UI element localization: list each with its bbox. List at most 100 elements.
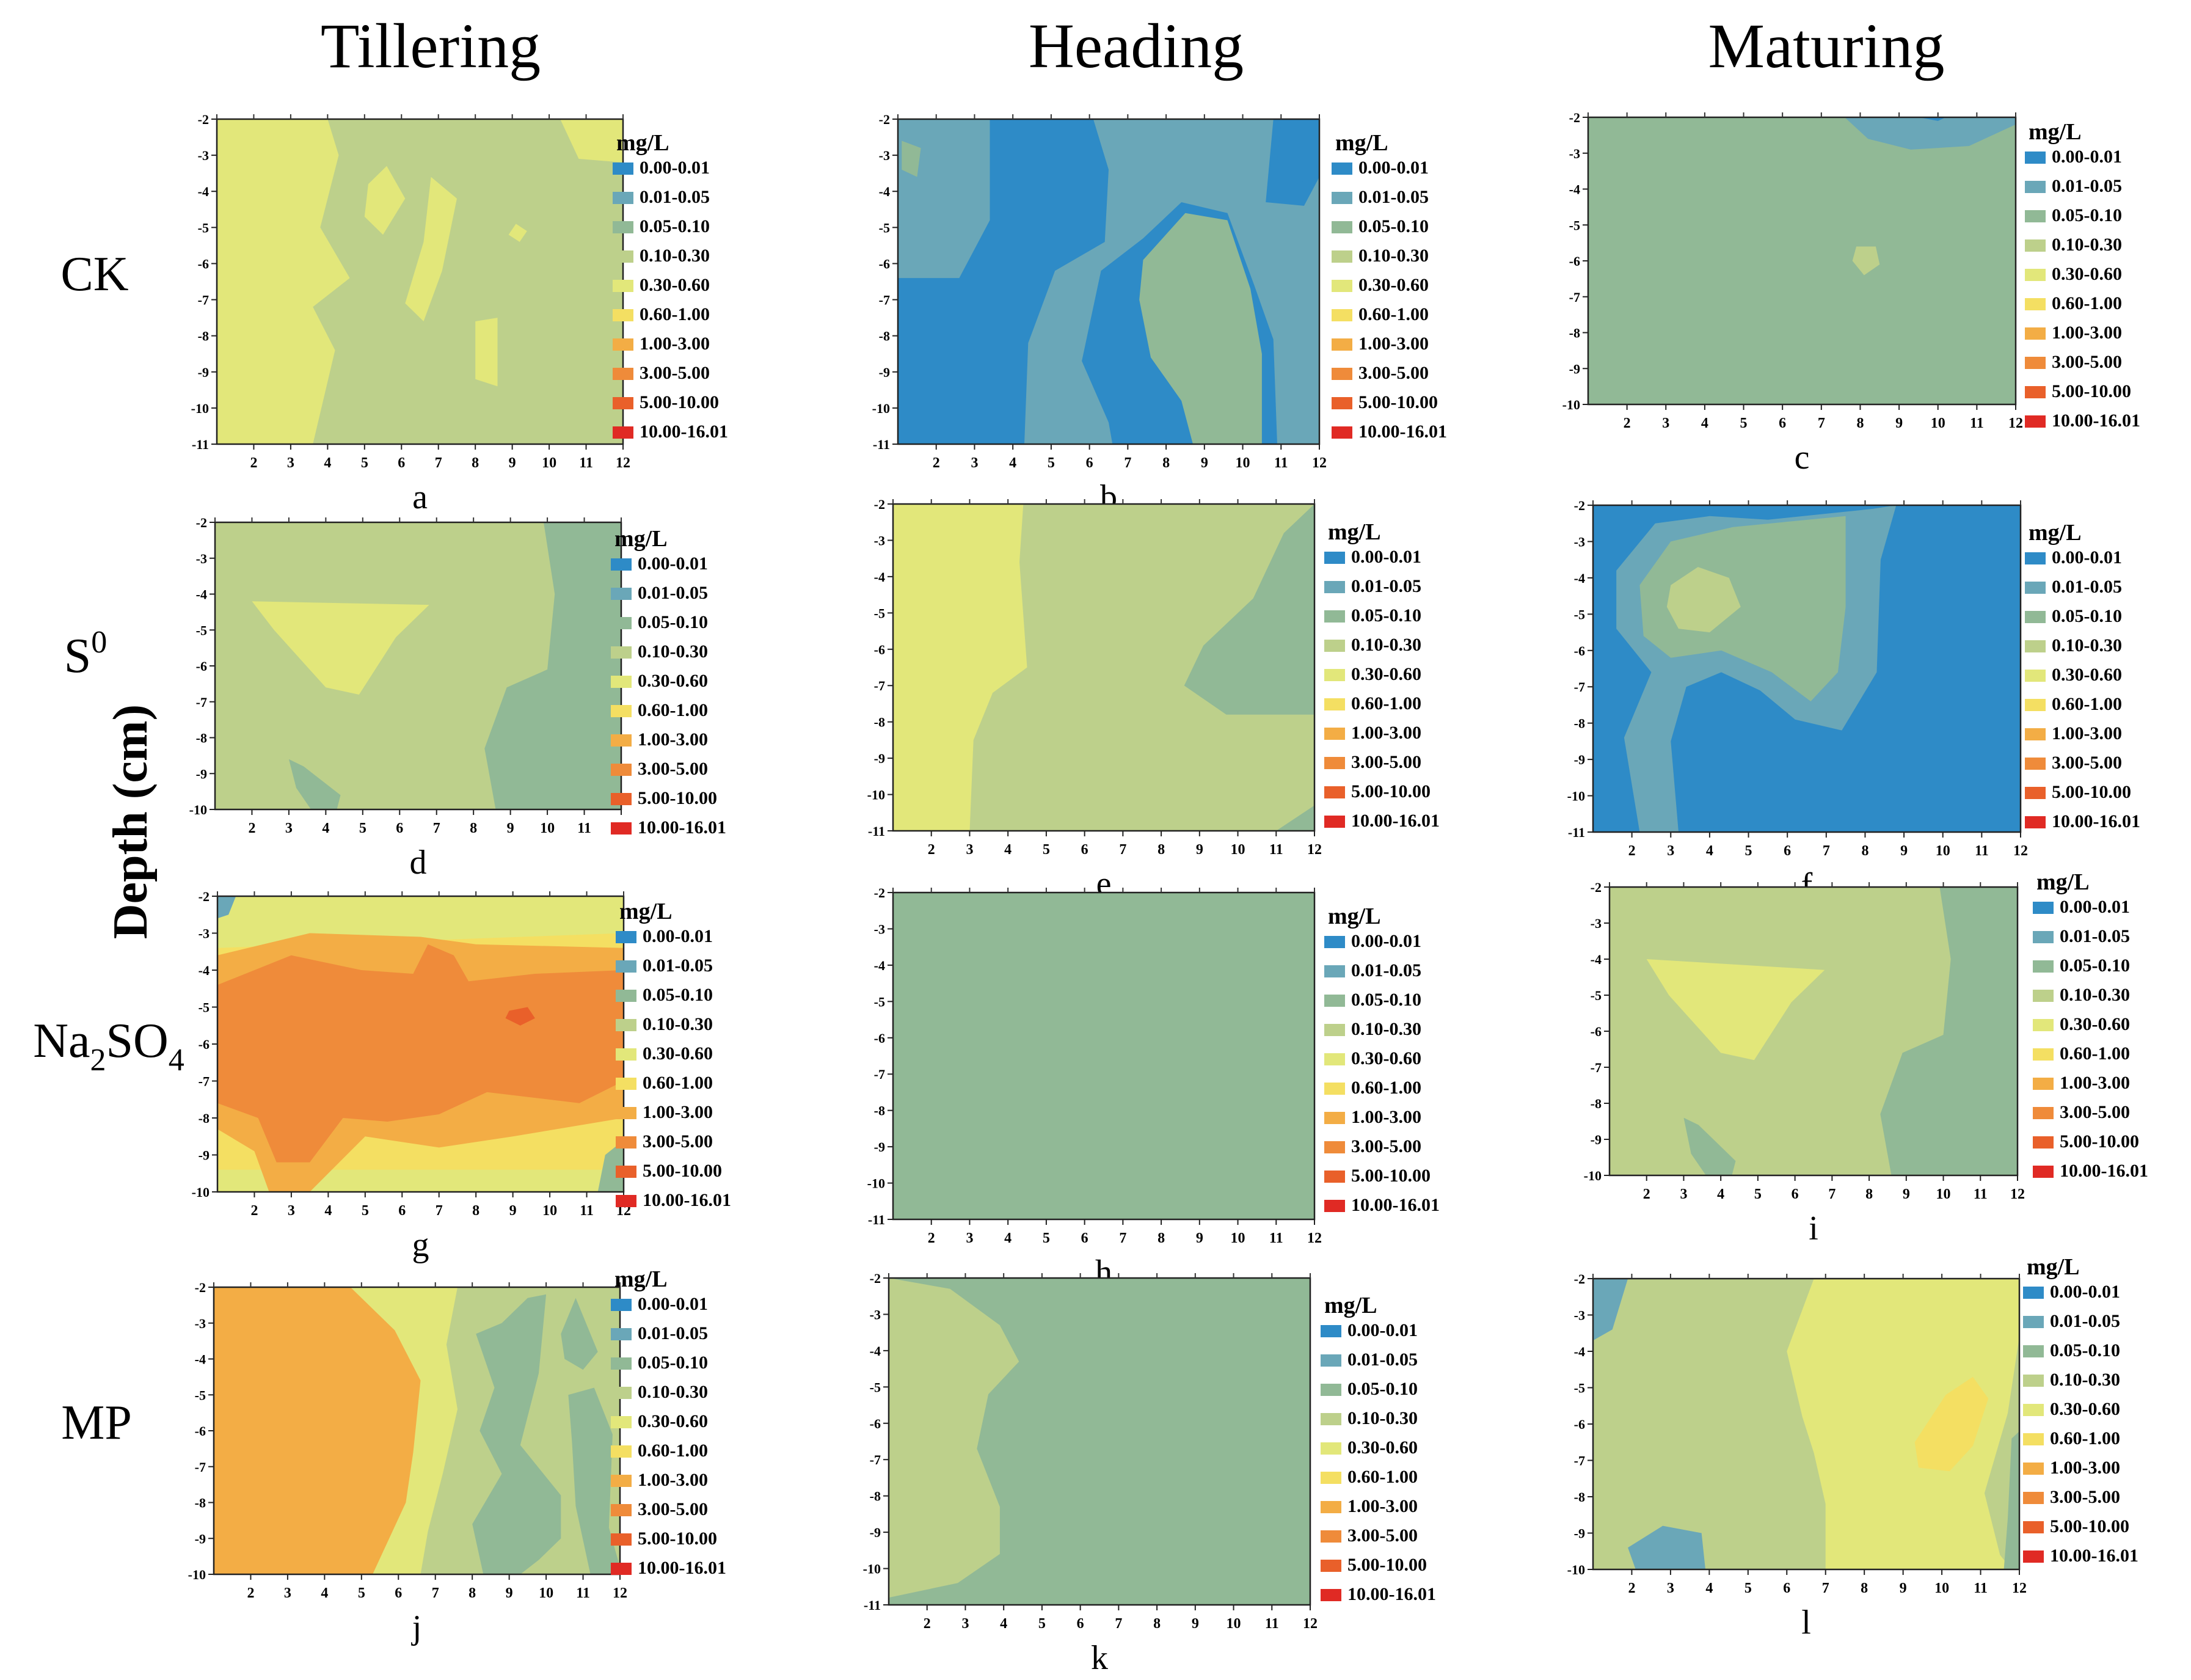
y-tick-label: -4 (870, 1343, 881, 1359)
legend-swatch (1332, 250, 1352, 263)
y-tick-label: -7 (870, 1452, 881, 1467)
contour-region-i-2 (1683, 1117, 1736, 1175)
x-tick-label: 9 (509, 455, 516, 471)
x-tick-label: 5 (1043, 1230, 1050, 1246)
legend-label: 10.00-16.01 (638, 1558, 726, 1578)
y-tick-label: -10 (1567, 789, 1585, 804)
legend-label: 0.10-0.30 (2052, 235, 2122, 255)
contour-region-b-4 (1277, 119, 1319, 184)
legend-title: mg/L (1328, 519, 1381, 545)
legend-title: mg/L (2027, 1254, 2080, 1280)
contour-region-d-0 (484, 522, 621, 809)
x-tick-label: 4 (324, 1203, 332, 1219)
legend-label: 0.00-0.01 (1351, 931, 1421, 951)
contour-region-a-5 (560, 119, 623, 163)
legend-label: 0.60-1.00 (1351, 1078, 1421, 1098)
legend-swatch (2025, 670, 2046, 682)
y-tick-label: -3 (874, 533, 885, 548)
legend-l: mg/L0.00-0.01 0.01-0.05 0.05-0.10 0.10-0.30… (2023, 1254, 2138, 1566)
treatment-label-na2so4-na: Na (33, 1014, 90, 1068)
contour-region-b-2 (1024, 119, 1319, 444)
contour-region-a-2 (405, 177, 457, 321)
legend-swatch (1324, 1141, 1345, 1153)
legend-title: mg/L (614, 526, 668, 552)
y-tick-label: -7 (874, 678, 885, 693)
x-tick-label: 7 (436, 1203, 443, 1219)
contour-region-b-3 (1139, 213, 1262, 444)
y-tick-label: -7 (199, 1074, 210, 1089)
contour-region-j-3 (561, 1298, 598, 1370)
legend-swatch (1332, 280, 1352, 292)
x-tick-label: 2 (250, 455, 257, 471)
contour-region-a-1 (364, 166, 406, 235)
legend-swatch (616, 1048, 636, 1061)
y-tick-label: -3 (1574, 1308, 1585, 1323)
x-tick-label: 5 (359, 820, 366, 836)
legend-label: 1.00-3.00 (1358, 334, 1429, 354)
legend-label: 0.00-0.01 (2052, 547, 2122, 568)
contour-regions-i (1646, 887, 2018, 1175)
legend-swatch (1324, 1112, 1345, 1124)
legend-label: 0.01-0.05 (638, 1323, 708, 1343)
x-tick-label: 8 (1861, 1580, 1868, 1596)
contour-regions-c (1845, 117, 2016, 276)
y-tick-label: -5 (1569, 217, 1580, 233)
legend-swatch (611, 1299, 632, 1311)
legend-swatch (613, 338, 633, 351)
x-tick-label: 7 (433, 820, 440, 836)
legend-swatch (1321, 1472, 1341, 1484)
contour-region-a-4 (508, 224, 527, 242)
legend-swatch (616, 960, 636, 973)
x-tick-label: 9 (1903, 1186, 1910, 1202)
legend-swatch (1321, 1501, 1341, 1513)
legend-label: 0.10-0.30 (2050, 1370, 2120, 1390)
legend-swatch (2033, 1048, 2054, 1061)
contour-region-l-0 (1593, 1279, 1628, 1341)
contour-region-i-1 (1646, 959, 1825, 1061)
legend-label: 0.01-0.05 (2060, 926, 2130, 946)
x-tick-label: 12 (2012, 1580, 2027, 1596)
y-tick-label: -2 (1574, 498, 1585, 513)
x-tick-label: 2 (1624, 415, 1631, 431)
panel-label-k: k (1091, 1639, 1108, 1677)
legend-swatch (613, 397, 633, 409)
legend-title: mg/L (616, 130, 669, 156)
legend-label: 5.00-10.00 (1347, 1555, 1427, 1575)
contour-region-a-3 (475, 318, 498, 387)
legend-label: 3.00-5.00 (638, 1499, 708, 1519)
contour-regions-k (889, 1278, 1019, 1598)
contour-regions-b (898, 119, 1319, 444)
legend-label: 0.10-0.30 (1347, 1408, 1418, 1428)
panel-h: 2 3 4 5 6 7 8 9 10 11 12-2-3-4-5-6-7-8-9-10-11hmg/… (867, 885, 1440, 1291)
panel-l: 2 3 4 5 6 7 8 9 10 11 12-2-3-4-5-6-7-8-9-10lmg/L0.… (1567, 1254, 2138, 1642)
y-tick-label: -8 (874, 1103, 885, 1119)
contour-region-j-2 (472, 1294, 561, 1574)
x-tick-label: 8 (1157, 842, 1165, 858)
legend-f: mg/L0.00-0.01 0.01-0.05 0.05-0.10 0.10-0.30… (2025, 520, 2140, 831)
legend-swatch (2023, 1492, 2044, 1504)
x-tick-label: 9 (1196, 1230, 1203, 1246)
contour-region-f-2 (1666, 567, 1741, 633)
y-tick-label: -2 (198, 112, 209, 127)
x-tick-label: 9 (1192, 1616, 1199, 1632)
legend-title: mg/L (2029, 520, 2082, 546)
legend-label: 0.00-0.01 (2060, 897, 2130, 917)
legend-label: 0.30-0.60 (2050, 1399, 2120, 1419)
x-tick-label: 6 (396, 820, 403, 836)
panel-label-d: d (410, 844, 427, 882)
legend-d: mg/L0.00-0.01 0.01-0.05 0.05-0.10 0.10-0.30… (611, 526, 726, 838)
legend-label: 5.00-10.00 (2052, 782, 2131, 802)
contour-region-g-4 (217, 896, 236, 919)
y-tick-label: -5 (1574, 1381, 1585, 1396)
legend-swatch (1324, 669, 1345, 681)
legend-swatch (616, 1136, 636, 1149)
y-tick-label: -11 (868, 1212, 885, 1227)
contour-region-e-1 (1184, 504, 1314, 715)
x-tick-label: 3 (287, 455, 294, 471)
legend-swatch (611, 1533, 632, 1546)
legend-label: 0.05-0.10 (2050, 1340, 2120, 1360)
y-tick-label: -6 (1574, 643, 1585, 659)
legend-swatch (1321, 1589, 1341, 1601)
legend-swatch (616, 1019, 636, 1031)
